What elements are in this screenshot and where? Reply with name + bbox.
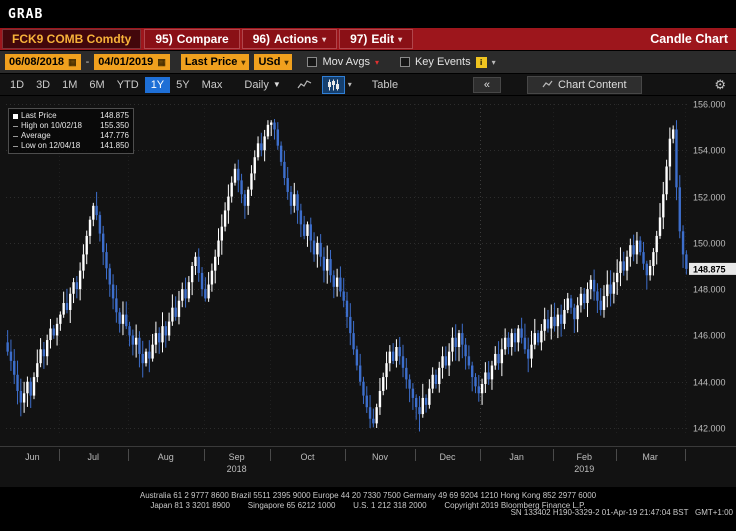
edit-label: Edit — [371, 32, 395, 46]
compare-menu-item[interactable]: 95) Compare — [144, 29, 240, 49]
mov-avgs-dropdown-icon[interactable]: ▾ — [374, 57, 379, 67]
settings-bar: 06/08/2018 ▦ - 04/01/2019 ▦ Last Price ▾… — [0, 51, 736, 74]
date-to-field[interactable]: 04/01/2019 ▦ — [94, 54, 170, 70]
range-button-1d[interactable]: 1D — [10, 78, 25, 91]
compare-key: 95) — [155, 32, 173, 46]
legend-value: 155.350 — [100, 121, 129, 130]
key-events-checkbox[interactable] — [399, 57, 410, 67]
chart-legend: Last Price 148.875 High on 10/02/18 155.… — [8, 108, 134, 154]
date-range-separator: - — [85, 56, 90, 68]
legend-label: Last Price — [21, 111, 57, 120]
footer: Australia 61 2 9777 8600 Brazil 5511 239… — [0, 487, 736, 531]
tab-chart-content-label: Chart Content — [558, 78, 627, 91]
candle-chart-icon[interactable] — [321, 75, 345, 94]
chevron-down-icon: ▾ — [398, 34, 403, 44]
edit-menu-item[interactable]: 97) Edit ▾ — [339, 29, 414, 49]
table-button[interactable]: Table — [371, 78, 399, 91]
legend-row-high: High on 10/02/18 155.350 — [13, 121, 129, 131]
frequency-value: Daily — [244, 78, 269, 91]
footer-phone-line-2: Japan 81 3 3201 8900 Singapore 65 6212 1… — [150, 501, 586, 510]
mini-chart-icon — [542, 80, 553, 88]
price-source-dropdown[interactable]: Last Price ▾ — [180, 54, 250, 70]
legend-label: Average — [21, 131, 51, 140]
frequency-dropdown[interactable]: Daily ▼ — [238, 77, 286, 93]
footer-phone-line-1: Australia 61 2 9777 8600 Brazil 5511 239… — [139, 491, 597, 500]
edit-key: 97) — [350, 32, 368, 46]
range-button-5y[interactable]: 5Y — [176, 78, 190, 91]
candle-chart[interactable] — [0, 96, 736, 487]
footer-session-info: SN 133402 H190-3329-2 01-Apr-19 21:47:04… — [510, 508, 733, 517]
gear-icon[interactable]: ⚙ — [714, 76, 727, 92]
chevron-down-icon: ▾ — [284, 57, 289, 67]
currency-dropdown[interactable]: USd ▾ — [254, 54, 293, 70]
collapse-panel-button[interactable]: « — [472, 76, 502, 93]
low-marker-icon — [13, 145, 18, 147]
line-chart-icon[interactable] — [293, 77, 316, 92]
legend-row-average: Average 147.776 — [13, 131, 129, 141]
legend-value: 148.875 — [100, 111, 129, 120]
actions-label: Actions — [274, 32, 319, 46]
mov-avgs-label: Mov Avgs — [322, 56, 370, 68]
date-to-value: 04/01/2019 — [98, 56, 154, 68]
key-events-icon[interactable]: i — [475, 56, 487, 68]
range-button-1m[interactable]: 1M — [62, 78, 78, 91]
date-from-value: 06/08/2018 — [9, 56, 65, 68]
calendar-icon: ▦ — [68, 56, 77, 67]
range-button-6m[interactable]: 6M — [89, 78, 105, 91]
compare-label: Compare — [176, 32, 229, 46]
high-marker-icon — [13, 125, 18, 127]
average-marker-icon — [13, 135, 18, 137]
chart-type-dropdown-icon[interactable]: ▾ — [347, 80, 352, 89]
range-button-3d[interactable]: 3D — [36, 78, 51, 91]
mov-avgs-checkbox[interactable] — [307, 57, 318, 67]
chart-area: Last Price 148.875 High on 10/02/18 155.… — [0, 96, 736, 487]
tab-chart-content[interactable]: Chart Content — [527, 75, 642, 94]
security-ticker-label: FCK9 COMB Comdty — [12, 32, 132, 46]
legend-value: 141.850 — [100, 141, 129, 150]
calendar-icon: ▦ — [157, 56, 166, 67]
period-bar: 1D 3D 1M 6M YTD 1Y 5Y Max Daily ▼ ▾ Tabl… — [0, 74, 736, 96]
menu-bar: FCK9 COMB Comdty 95) Compare 96) Actions… — [0, 28, 736, 51]
currency-value: USd — [258, 56, 281, 68]
legend-label: High on 10/02/18 — [21, 121, 82, 130]
range-button-1y[interactable]: 1Y — [144, 76, 171, 93]
actions-menu-item[interactable]: 96) Actions ▾ — [241, 29, 338, 49]
chevron-down-icon: ▾ — [322, 34, 327, 44]
chevron-down-icon: ▼ — [272, 80, 281, 89]
price-source-value: Last Price — [184, 56, 238, 68]
legend-row-low: Low on 12/04/18 141.850 — [13, 141, 129, 151]
chevron-down-icon[interactable]: ▾ — [491, 57, 496, 67]
range-button-ytd[interactable]: YTD — [116, 78, 139, 91]
security-ticker-field[interactable]: FCK9 COMB Comdty — [2, 29, 142, 49]
grab-bar: GRAB — [0, 0, 736, 28]
chart-type-title: Candle Chart — [650, 32, 728, 46]
range-button-max[interactable]: Max — [201, 78, 223, 91]
last-price-swatch-icon — [13, 113, 18, 119]
legend-label: Low on 12/04/18 — [21, 141, 81, 150]
date-from-field[interactable]: 06/08/2018 ▦ — [5, 54, 81, 70]
legend-value: 147.776 — [100, 131, 129, 140]
grab-label: GRAB — [8, 6, 44, 22]
legend-row-last-price: Last Price 148.875 — [13, 111, 129, 121]
key-events-label: Key Events — [414, 56, 471, 68]
actions-key: 96) — [252, 32, 271, 46]
chevron-down-icon: ▾ — [241, 57, 246, 67]
